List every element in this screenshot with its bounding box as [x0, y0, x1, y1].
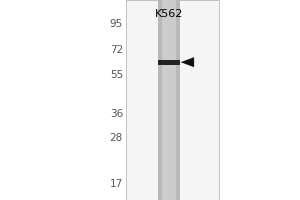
Text: 17: 17 — [110, 179, 123, 189]
Text: 95: 95 — [110, 19, 123, 29]
Text: K562: K562 — [154, 9, 183, 19]
Text: 72: 72 — [110, 45, 123, 55]
FancyBboxPatch shape — [158, 0, 180, 200]
FancyBboxPatch shape — [162, 0, 175, 200]
Polygon shape — [181, 57, 194, 67]
Text: 55: 55 — [110, 70, 123, 80]
Text: 36: 36 — [110, 109, 123, 119]
FancyBboxPatch shape — [126, 0, 219, 200]
Text: 28: 28 — [110, 133, 123, 143]
FancyBboxPatch shape — [158, 60, 180, 65]
